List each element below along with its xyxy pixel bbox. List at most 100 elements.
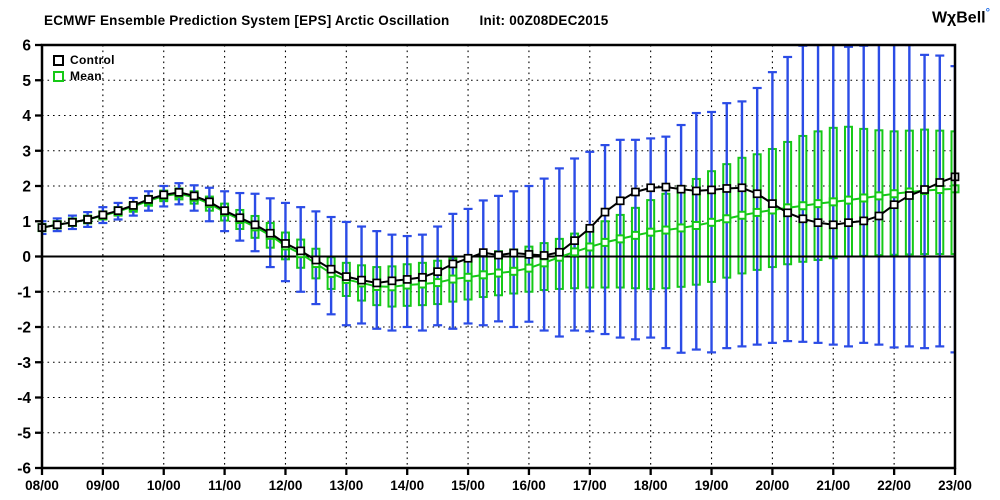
legend-row-control: Control bbox=[53, 52, 115, 68]
control-marker bbox=[205, 197, 214, 207]
mean-marker-icon bbox=[53, 70, 64, 82]
mean-marker bbox=[798, 201, 808, 211]
mean-marker bbox=[828, 197, 838, 207]
control-marker bbox=[265, 228, 275, 238]
x-tick-label: 19/00 bbox=[695, 478, 729, 493]
legend: Control Mean bbox=[53, 52, 115, 84]
control-marker bbox=[341, 272, 351, 281]
control-marker bbox=[859, 216, 869, 226]
x-tick-label: 10/00 bbox=[147, 478, 181, 493]
x-tick-label: 15/00 bbox=[451, 478, 485, 493]
control-marker bbox=[68, 217, 77, 227]
mean-marker bbox=[752, 207, 762, 217]
y-tick-label: 0 bbox=[22, 249, 31, 266]
control-marker bbox=[752, 189, 762, 199]
control-marker bbox=[281, 239, 290, 248]
mean-marker bbox=[615, 234, 625, 244]
y-tick-label: -1 bbox=[17, 284, 31, 301]
x-tick-label: 09/00 bbox=[86, 478, 120, 493]
control-marker bbox=[296, 246, 306, 256]
control-marker bbox=[707, 185, 716, 195]
control-marker bbox=[722, 184, 732, 193]
control-marker bbox=[768, 199, 777, 208]
control-marker bbox=[539, 251, 549, 260]
control-marker bbox=[783, 208, 792, 218]
control-marker bbox=[874, 211, 884, 221]
init-time-label: Init: 00Z08DEC2015 bbox=[479, 13, 609, 28]
wxbell-logo: WχBell° bbox=[932, 7, 990, 27]
mean-marker bbox=[570, 247, 580, 257]
control-marker bbox=[174, 187, 184, 197]
mean-marker bbox=[843, 195, 853, 205]
mean-marker bbox=[585, 242, 595, 252]
control-markers bbox=[37, 172, 960, 288]
control-marker bbox=[585, 223, 595, 233]
x-tick-label: 17/00 bbox=[573, 478, 607, 493]
y-tick-label: 6 bbox=[22, 38, 31, 55]
mean-marker bbox=[661, 225, 671, 235]
mean-marker bbox=[935, 185, 945, 195]
legend-label-control: Control bbox=[70, 53, 115, 67]
y-tick-label: 3 bbox=[22, 143, 31, 160]
control-marker bbox=[691, 186, 701, 196]
control-marker bbox=[98, 210, 108, 220]
control-marker bbox=[144, 195, 153, 204]
control-marker bbox=[311, 255, 321, 265]
y-tick-label: -4 bbox=[17, 390, 31, 407]
control-marker bbox=[661, 182, 671, 192]
control-marker bbox=[113, 206, 123, 216]
control-marker bbox=[798, 214, 808, 224]
y-tick-label: -3 bbox=[17, 355, 31, 372]
control-marker bbox=[433, 267, 442, 277]
y-tick-label: -2 bbox=[17, 320, 31, 337]
control-marker bbox=[600, 207, 610, 217]
control-marker bbox=[935, 178, 945, 187]
control-marker bbox=[524, 250, 534, 259]
mean-marker bbox=[478, 270, 488, 280]
wxbell-logo-text: WχBell bbox=[931, 9, 986, 27]
mean-marker bbox=[463, 272, 473, 282]
control-marker bbox=[250, 220, 260, 230]
control-marker bbox=[615, 196, 625, 206]
control-marker bbox=[357, 275, 366, 285]
control-marker bbox=[326, 264, 336, 274]
mean-marker bbox=[813, 199, 823, 209]
control-marker bbox=[631, 187, 640, 197]
mean-marker bbox=[676, 223, 686, 233]
x-tick-label: 12/00 bbox=[269, 478, 303, 493]
mean-marker bbox=[737, 210, 747, 220]
control-marker-icon bbox=[53, 54, 64, 66]
x-tick-label: 21/00 bbox=[816, 478, 850, 493]
control-marker bbox=[494, 250, 503, 260]
y-tick-label: -6 bbox=[17, 461, 31, 478]
y-tick-label: 4 bbox=[22, 108, 31, 125]
control-marker bbox=[813, 218, 823, 228]
mean-marker bbox=[691, 220, 701, 230]
control-marker bbox=[646, 183, 656, 193]
control-marker bbox=[83, 215, 93, 224]
control-marker bbox=[387, 276, 397, 286]
control-marker bbox=[509, 248, 519, 258]
control-marker bbox=[570, 236, 579, 245]
y-tick-label: 5 bbox=[22, 73, 31, 90]
control-marker bbox=[737, 183, 747, 193]
control-marker bbox=[448, 259, 458, 269]
control-marker bbox=[555, 247, 564, 257]
control-marker bbox=[889, 200, 899, 210]
chart-title: ECMWF Ensemble Prediction System [EPS] A… bbox=[44, 13, 450, 28]
control-marker bbox=[920, 185, 929, 194]
x-tick-label: 18/00 bbox=[634, 478, 668, 493]
mean-marker bbox=[524, 263, 534, 273]
control-marker bbox=[189, 191, 199, 201]
mean-marker bbox=[600, 237, 610, 247]
control-marker bbox=[828, 220, 838, 230]
control-marker bbox=[52, 220, 62, 230]
mean-marker bbox=[494, 268, 503, 278]
mean-marker bbox=[433, 278, 443, 288]
control-marker bbox=[220, 206, 229, 216]
x-tick-label: 23/00 bbox=[938, 478, 972, 493]
y-tick-label: -5 bbox=[17, 425, 31, 442]
mean-marker bbox=[646, 227, 656, 237]
